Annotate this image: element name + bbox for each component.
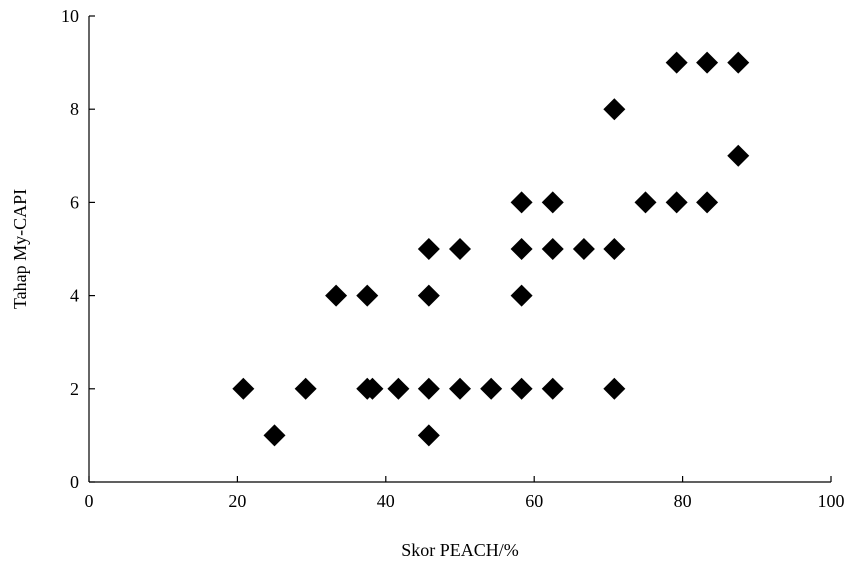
data-points (232, 51, 750, 447)
data-point (603, 238, 626, 260)
data-point (449, 377, 471, 400)
y-tick-label: 6 (70, 192, 79, 212)
y-tick-label: 8 (70, 99, 79, 119)
y-tick-label: 0 (70, 472, 79, 492)
data-point (665, 191, 688, 214)
x-tick-label: 80 (674, 491, 692, 511)
data-point (541, 191, 564, 214)
x-tick-label: 40 (377, 491, 395, 511)
data-point (263, 424, 286, 447)
y-tick-label: 2 (70, 379, 79, 399)
data-point (417, 238, 440, 260)
data-point (232, 377, 255, 400)
data-point (696, 51, 719, 74)
data-point (510, 238, 533, 260)
x-tick-label: 60 (525, 491, 543, 511)
data-point (696, 191, 719, 214)
data-point (417, 284, 440, 307)
data-point (325, 284, 348, 307)
x-tick-label: 20 (228, 491, 246, 511)
data-point (510, 191, 533, 214)
data-point (417, 377, 440, 400)
data-point (603, 98, 626, 121)
data-point (572, 238, 595, 260)
data-point (510, 377, 533, 400)
data-point (417, 424, 440, 447)
data-point (541, 377, 564, 400)
x-ticks: 0 20 40 60 80 100 (85, 476, 845, 511)
y-tick-label: 4 (70, 286, 79, 306)
data-point (361, 377, 384, 400)
data-point (510, 284, 533, 307)
axes (88, 16, 831, 483)
y-tick-label: 10 (61, 6, 79, 26)
y-axis-title: Tahap My-CAPI (10, 189, 30, 309)
x-tick-label: 100 (818, 491, 845, 511)
x-axis-title: Skor PEACH/% (401, 540, 519, 560)
x-tick-label: 0 (85, 491, 94, 511)
y-ticks: 0 2 4 6 8 10 (61, 6, 95, 492)
data-point (727, 51, 750, 74)
data-point (294, 377, 317, 400)
data-point (387, 377, 410, 400)
data-point (541, 238, 564, 260)
data-point (634, 191, 657, 214)
data-point (727, 144, 750, 167)
data-point (480, 377, 503, 400)
data-point (665, 51, 688, 74)
data-point (449, 238, 471, 260)
data-point (603, 377, 626, 400)
data-point (356, 284, 379, 307)
